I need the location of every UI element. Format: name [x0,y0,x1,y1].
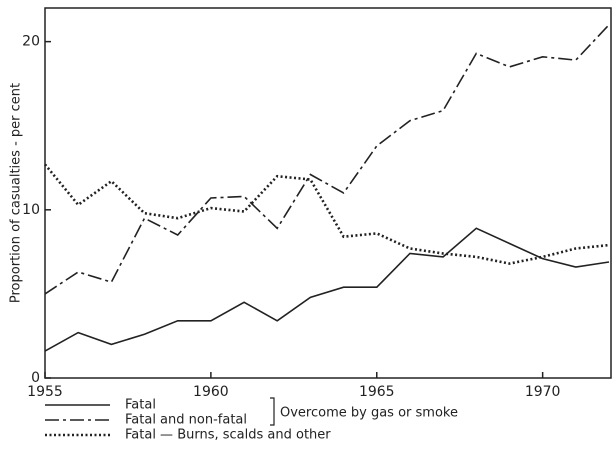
x-tick-label: 1955 [27,384,63,400]
series-line [44,227,610,352]
plot-frame [44,7,612,379]
x-tick-label: 1965 [359,384,395,400]
legend-label: Fatal — Burns, scalds and other [125,428,331,443]
legend-bracket [270,397,275,426]
legend-label: Fatal [125,398,156,413]
y-axis-label: Proportion of casualties - per cent [9,83,24,303]
series-line [44,24,610,295]
y-tick-label: 20 [22,34,40,50]
annotation: Overcome by gas or smoke [280,406,458,421]
series-line [43,163,610,265]
x-tick-label: 1960 [193,384,229,400]
y-tick-label: 0 [31,370,40,386]
legend-label: Fatal and non-fatal [125,413,247,428]
y-tick-label: 10 [22,202,40,218]
x-tick-label: 1970 [525,384,561,400]
